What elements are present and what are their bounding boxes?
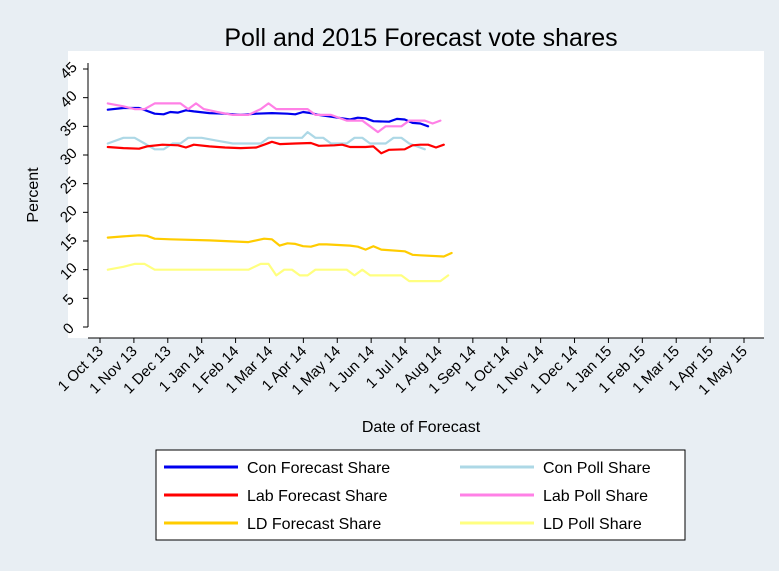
legend-box xyxy=(155,449,686,541)
series-line-lab-forecast-share xyxy=(106,140,445,155)
legend: Con Forecast Share Con Poll Share Lab Fore… xyxy=(164,460,651,533)
legend-label: LD Poll Share xyxy=(543,516,642,533)
series-line-ld-poll-share xyxy=(106,262,450,283)
series-line-con-forecast-share xyxy=(106,106,430,128)
series-line-lab-poll-share xyxy=(106,102,442,134)
plot-area xyxy=(68,51,764,338)
series-line-ld-forecast-share xyxy=(106,234,453,258)
series-lines xyxy=(106,102,453,283)
x-axis-label: Date of Forecast xyxy=(362,419,481,436)
legend-label: Lab Forecast Share xyxy=(247,488,388,505)
legend-label: Con Poll Share xyxy=(543,460,651,477)
x-axis-ticks: 1 Oct 131 Nov 131 Dec 131 Jan 141 Feb 14… xyxy=(55,338,751,398)
legend-label: LD Forecast Share xyxy=(247,516,381,533)
series-line-con-poll-share xyxy=(106,131,426,151)
legend-label: Con Forecast Share xyxy=(247,460,390,477)
legend-label: Lab Poll Share xyxy=(543,488,648,505)
y-axis-label: Percent xyxy=(25,167,42,223)
chart-title: Poll and 2015 Forecast vote shares xyxy=(224,24,617,52)
